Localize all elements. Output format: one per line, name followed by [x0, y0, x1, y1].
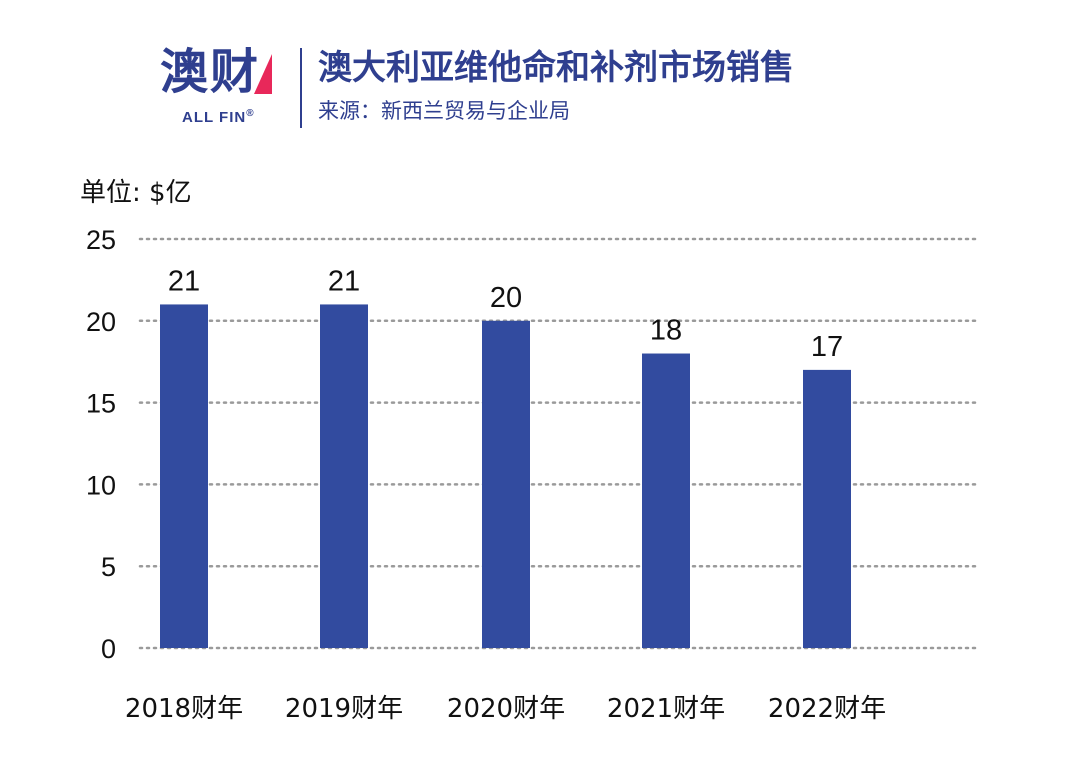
bars [160, 304, 851, 648]
x-category-label: 2021财年 [607, 694, 725, 724]
brand-reg-mark: ® [246, 108, 255, 119]
x-category-label: 2020财年 [447, 694, 565, 724]
y-tick-label: 10 [86, 470, 116, 500]
y-tick-label: 0 [101, 634, 116, 664]
chart-title: 澳大利亚维他命和补剂市场销售 [318, 48, 794, 88]
data-label: 20 [490, 282, 522, 314]
y-axis-ticks: 0 5 10 15 20 25 [86, 225, 116, 664]
x-category-label: 2022财年 [768, 694, 886, 724]
data-label: 21 [328, 265, 360, 297]
y-tick-label: 25 [86, 225, 116, 255]
header-divider [300, 48, 302, 128]
unit-label: 单位: $亿 [80, 178, 192, 208]
data-label: 17 [811, 331, 843, 363]
logo-accent-icon [254, 54, 272, 94]
data-labels: 21 21 20 18 17 [168, 265, 843, 362]
data-label: 18 [650, 315, 682, 347]
x-category-label: 2019财年 [285, 694, 403, 724]
chart-header: 澳财 ALL FIN® 澳大利亚维他命和补剂市场销售 来源：新西兰贸易与企业局 [160, 42, 940, 132]
brand-sub: ALL FIN® [182, 108, 255, 126]
brand-logo: 澳财 [160, 44, 261, 100]
x-category-label: 2018财年 [125, 694, 243, 724]
x-axis-categories: 2018财年 2019财年 2020财年 2021财年 2022财年 [125, 694, 886, 724]
bar-2020财年 [482, 320, 530, 648]
data-label: 21 [168, 265, 200, 297]
y-tick-label: 5 [101, 552, 116, 582]
bar-2018财年 [160, 304, 208, 648]
y-tick-label: 15 [86, 389, 116, 419]
bar-2022财年 [803, 369, 851, 648]
y-tick-label: 20 [86, 307, 116, 337]
bar-2021财年 [642, 353, 690, 648]
chart-source: 来源：新西兰贸易与企业局 [318, 99, 570, 123]
brand-sub-text: ALL FIN [182, 109, 247, 126]
bar-2019财年 [320, 304, 368, 648]
